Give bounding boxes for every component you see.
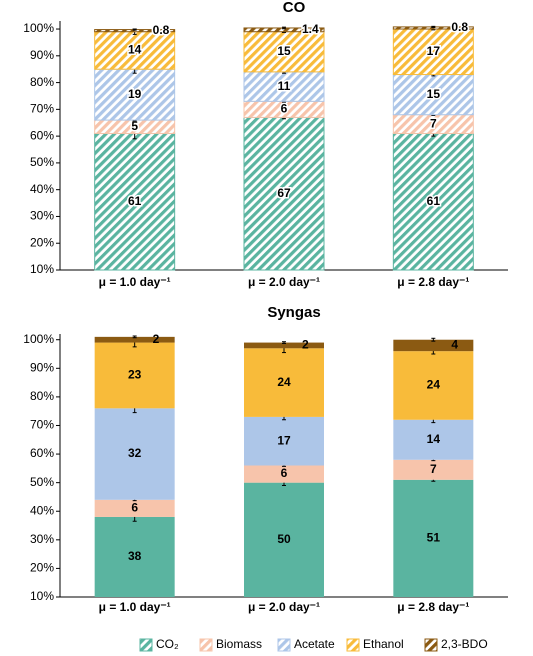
legend-label: 2,3-BDO [441, 637, 488, 651]
data-label: 7 [430, 462, 437, 476]
data-label: 38 [128, 549, 142, 563]
y-tick-label: 90% [30, 48, 54, 62]
legend-swatch [199, 638, 213, 652]
y-tick-label: 50% [30, 475, 54, 489]
bar-segment [94, 342, 175, 409]
bar-segment [393, 459, 474, 480]
data-label: 67 [277, 186, 291, 200]
bar-segment [94, 31, 176, 70]
y-tick-label: 20% [30, 561, 54, 575]
bar-segment [393, 419, 474, 460]
y-tick-label: 100% [23, 332, 54, 346]
data-label: 6 [281, 102, 288, 116]
y-tick-label: 100% [23, 21, 54, 35]
data-label: 6 [131, 501, 138, 515]
data-label: 14 [128, 43, 142, 57]
data-label: 1.4 [302, 22, 319, 36]
bar-segment [94, 516, 175, 597]
y-tick-label: 50% [30, 155, 54, 169]
bar-segment [94, 499, 175, 517]
data-label: 4 [451, 338, 458, 352]
data-label: 2 [302, 338, 309, 352]
y-tick-label: 80% [30, 389, 54, 403]
error-bar [282, 341, 286, 344]
y-tick-label: 60% [30, 128, 54, 142]
y-tick-label: 60% [30, 446, 54, 460]
data-label: 24 [277, 375, 291, 389]
error-bar [431, 337, 436, 342]
y-tick-label: 40% [30, 182, 54, 196]
chart-title: CO [283, 0, 306, 16]
data-label: 0.8 [153, 23, 170, 37]
data-label: 17 [427, 44, 441, 58]
data-label: 51 [427, 531, 441, 545]
bar-segment [94, 336, 175, 343]
error-bar [282, 26, 286, 30]
error-bar [431, 25, 436, 28]
x-tick-label: μ = 2.0 day⁻¹ [248, 275, 320, 289]
legend-label: Ethanol [363, 637, 404, 651]
legend-label: Biomass [216, 637, 262, 651]
data-label: 5 [131, 119, 138, 133]
data-label: 61 [128, 194, 142, 208]
bar-segment [393, 351, 474, 420]
bar-segment [393, 479, 474, 597]
y-tick-label: 20% [30, 235, 54, 249]
legend-label: Acetate [294, 637, 335, 651]
legend-swatch [139, 638, 153, 652]
data-label: 19 [128, 87, 142, 101]
bar-segment [244, 416, 324, 466]
chart-title: Syngas [267, 304, 320, 321]
bar-segment [94, 132, 176, 271]
bar-segment [392, 28, 474, 76]
data-label: 14 [427, 432, 441, 446]
data-label: 32 [128, 446, 142, 460]
data-label: 2 [153, 332, 160, 346]
bar-segment [244, 482, 324, 597]
y-tick-label: 30% [30, 532, 54, 546]
legend-swatch [346, 638, 360, 652]
bar-segment [244, 465, 324, 483]
y-tick-label: 10% [30, 262, 54, 276]
data-label: 11 [278, 79, 291, 93]
y-tick-label: 10% [30, 589, 54, 603]
data-label: 0.8 [451, 20, 468, 34]
y-tick-label: 70% [30, 418, 54, 432]
y-tick-label: 90% [30, 360, 54, 374]
bar-segment [392, 74, 474, 116]
data-label: 50 [277, 532, 291, 546]
data-label: 23 [128, 368, 142, 382]
error-bar [132, 335, 137, 339]
bar-segment [243, 31, 325, 73]
bar-segment [392, 132, 474, 271]
y-tick-label: 30% [30, 209, 54, 223]
data-label: 7 [430, 116, 437, 130]
x-tick-label: μ = 2.8 day⁻¹ [397, 275, 469, 289]
x-tick-label: μ = 2.0 day⁻¹ [248, 600, 320, 614]
error-bar [132, 28, 137, 31]
bar-segment [393, 339, 474, 352]
legend-label: CO₂ [156, 637, 179, 651]
data-label: 61 [427, 194, 441, 208]
bar-segment [244, 342, 324, 349]
bar-segment [243, 71, 325, 102]
x-tick-label: μ = 2.8 day⁻¹ [397, 600, 469, 614]
data-label: 6 [281, 466, 288, 480]
y-tick-label: 70% [30, 102, 54, 116]
bar-segment [94, 408, 175, 500]
bar-segment [244, 348, 324, 417]
data-label: 17 [277, 433, 291, 447]
y-tick-label: 80% [30, 75, 54, 89]
bar-segment [94, 68, 176, 121]
x-tick-label: μ = 1.0 day⁻¹ [99, 600, 171, 614]
legend-swatch [277, 638, 291, 652]
data-label: 15 [277, 44, 291, 58]
y-tick-label: 40% [30, 503, 54, 517]
x-tick-label: μ = 1.0 day⁻¹ [99, 275, 171, 289]
bar-segment [243, 116, 325, 271]
data-label: 24 [427, 378, 441, 392]
legend-swatch [424, 638, 438, 652]
data-label: 15 [427, 87, 441, 101]
